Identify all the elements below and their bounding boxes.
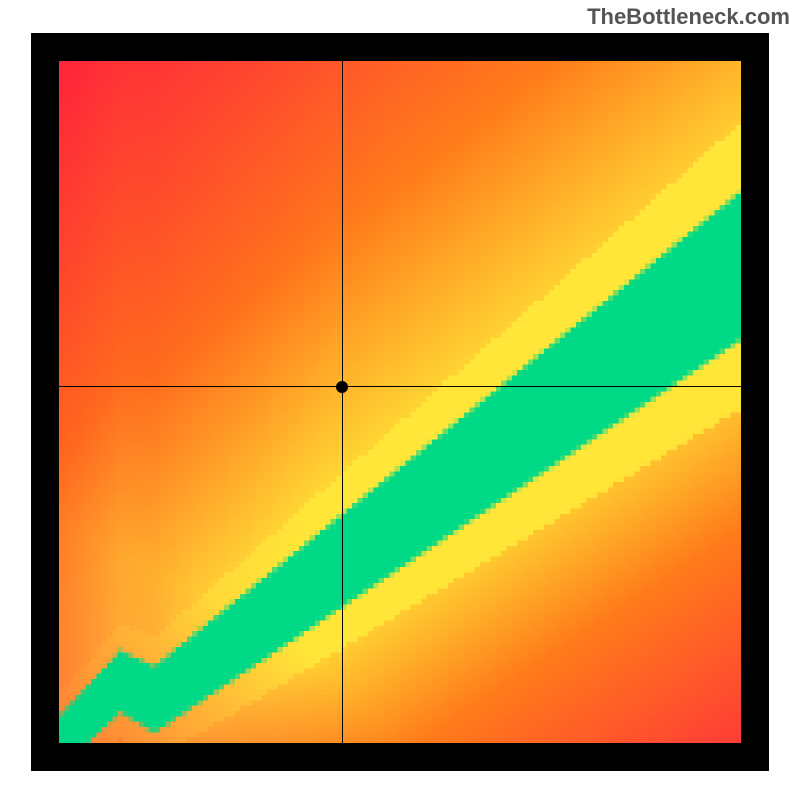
chart-container: TheBottleneck.com — [0, 0, 800, 800]
attribution-text: TheBottleneck.com — [587, 4, 790, 30]
chart-border — [31, 33, 769, 771]
